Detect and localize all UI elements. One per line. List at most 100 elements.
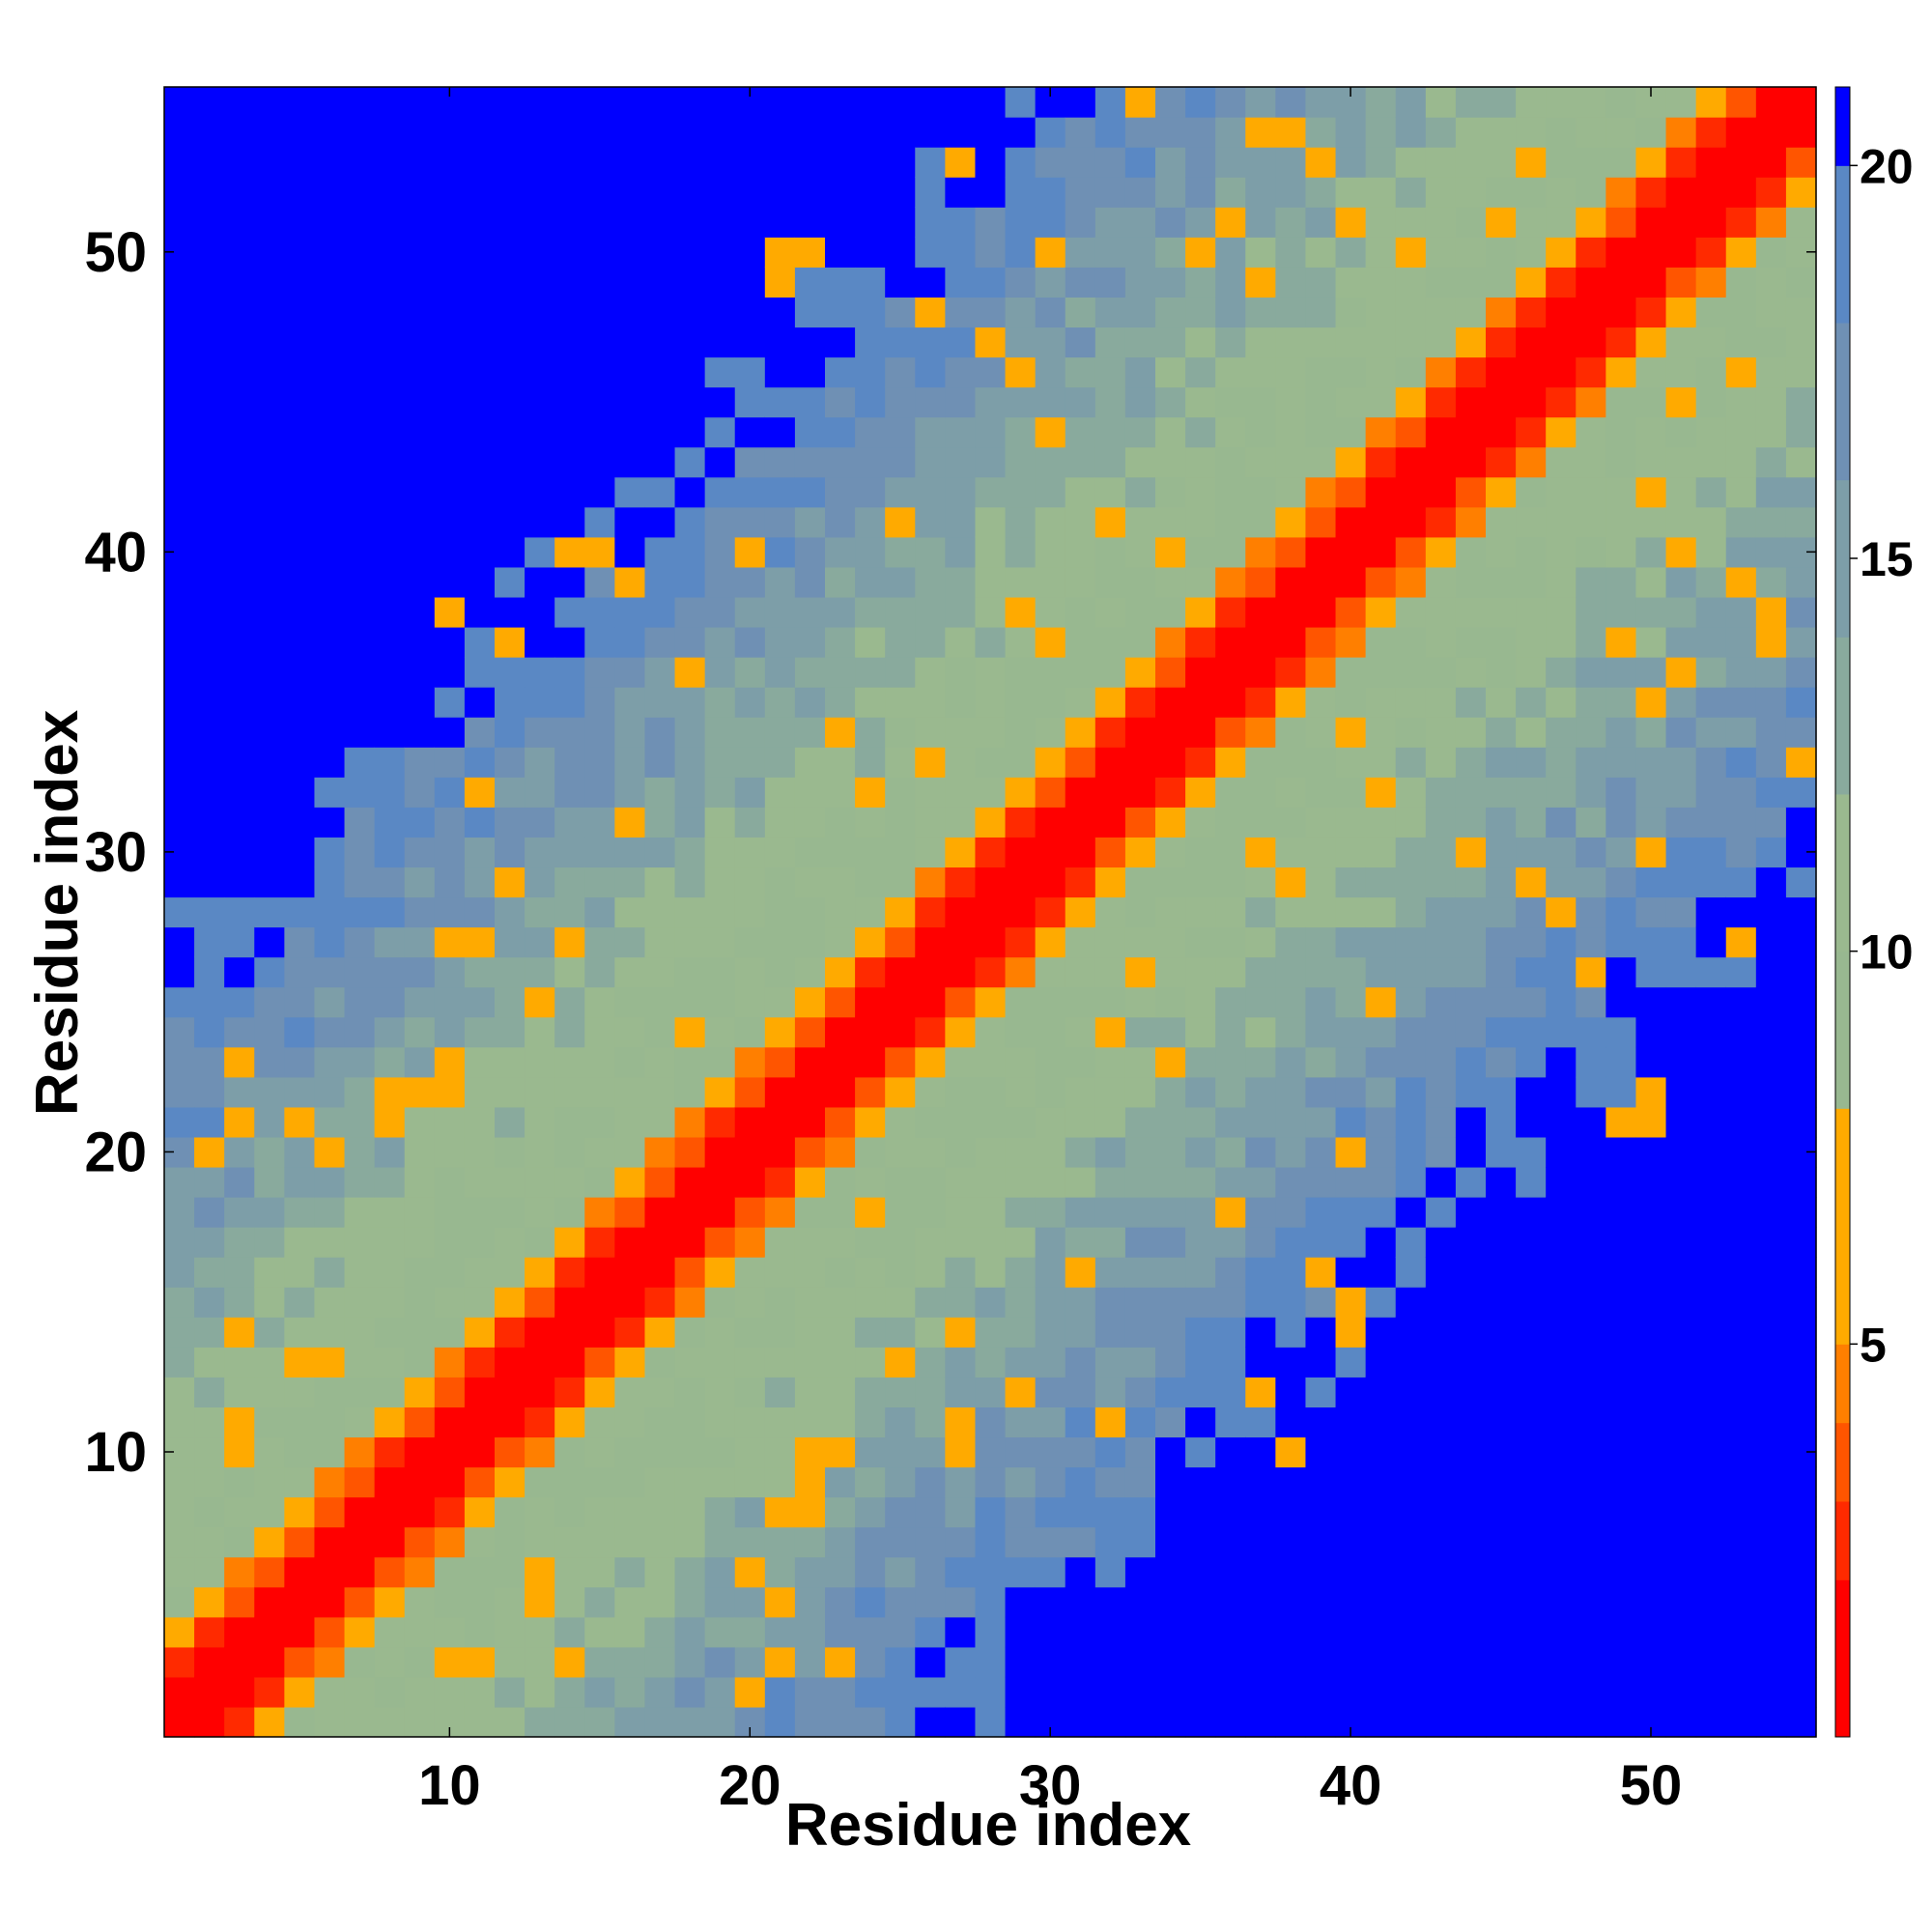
heatmap-cell bbox=[1695, 1046, 1727, 1078]
heatmap-cell bbox=[1245, 356, 1276, 388]
heatmap-cell bbox=[1365, 237, 1397, 268]
heatmap-cell bbox=[554, 1197, 585, 1228]
heatmap-cell bbox=[1455, 986, 1487, 1018]
heatmap-cell bbox=[554, 87, 585, 118]
heatmap-cell bbox=[1155, 1646, 1186, 1678]
heatmap-cell bbox=[885, 896, 916, 928]
heatmap-cell bbox=[1516, 687, 1547, 718]
heatmap-cell bbox=[1605, 446, 1637, 478]
heatmap-cell bbox=[1185, 1016, 1216, 1048]
heatmap-cell bbox=[674, 1377, 706, 1407]
heatmap-cell bbox=[764, 1496, 796, 1528]
heatmap-cell bbox=[1395, 1436, 1427, 1468]
heatmap-cell bbox=[1725, 1556, 1757, 1588]
heatmap-cell bbox=[704, 386, 736, 418]
heatmap-cell bbox=[164, 626, 195, 658]
heatmap-cell bbox=[1486, 1106, 1517, 1138]
heatmap-cell bbox=[1185, 1406, 1216, 1438]
heatmap-cell bbox=[1635, 717, 1667, 748]
heatmap-cell bbox=[1094, 147, 1126, 178]
heatmap-cell bbox=[1124, 1406, 1156, 1438]
heatmap-cell bbox=[1305, 476, 1337, 508]
heatmap-cell bbox=[1275, 687, 1307, 718]
heatmap-cell bbox=[1065, 1436, 1096, 1468]
heatmap-cell bbox=[314, 506, 346, 538]
heatmap-cell bbox=[404, 87, 436, 118]
heatmap-cell bbox=[404, 177, 436, 208]
heatmap-cell bbox=[734, 1016, 766, 1048]
heatmap-cell bbox=[734, 687, 766, 718]
heatmap-cell bbox=[1245, 717, 1276, 748]
heatmap-cell bbox=[1215, 807, 1246, 838]
colorbar-segment bbox=[1835, 1344, 1850, 1424]
heatmap-cell bbox=[194, 1436, 225, 1468]
heatmap-cell bbox=[1455, 837, 1487, 868]
heatmap-cell bbox=[1215, 1526, 1246, 1558]
heatmap-cell bbox=[1065, 1046, 1096, 1078]
heatmap-cell bbox=[1215, 596, 1246, 628]
heatmap-cell bbox=[404, 1287, 436, 1318]
heatmap-cell bbox=[1365, 207, 1397, 238]
heatmap-cell bbox=[1516, 1436, 1547, 1468]
heatmap-cell bbox=[1605, 1646, 1637, 1678]
heatmap-cell bbox=[1005, 1586, 1037, 1618]
heatmap-cell bbox=[1695, 1496, 1727, 1528]
heatmap-cell bbox=[224, 1136, 255, 1168]
heatmap-cell bbox=[1155, 117, 1186, 148]
heatmap-cell bbox=[254, 1436, 285, 1468]
heatmap-cell bbox=[584, 327, 615, 358]
heatmap-cell bbox=[1755, 1287, 1787, 1318]
heatmap-cell bbox=[1635, 1436, 1667, 1468]
heatmap-cell bbox=[164, 1406, 195, 1438]
heatmap-cell bbox=[794, 1166, 826, 1198]
heatmap-cell bbox=[554, 986, 585, 1018]
heatmap-cell bbox=[1245, 297, 1276, 328]
heatmap-cell bbox=[1725, 1436, 1757, 1468]
heatmap-cell bbox=[1335, 327, 1367, 358]
heatmap-cell bbox=[404, 237, 436, 268]
heatmap-cell bbox=[915, 1496, 946, 1528]
heatmap-cell bbox=[704, 1257, 736, 1288]
heatmap-cell bbox=[614, 356, 646, 388]
heatmap-cell bbox=[314, 177, 346, 208]
heatmap-cell bbox=[1725, 867, 1757, 898]
heatmap-cell bbox=[314, 327, 346, 358]
heatmap-cell bbox=[945, 1046, 977, 1078]
heatmap-cell bbox=[644, 896, 676, 928]
heatmap-cell bbox=[554, 1076, 585, 1108]
heatmap-cell bbox=[794, 687, 826, 718]
heatmap-cell bbox=[1005, 837, 1037, 868]
heatmap-cell bbox=[224, 1616, 255, 1648]
heatmap-cell bbox=[1094, 1257, 1126, 1288]
heatmap-cell bbox=[344, 1227, 376, 1258]
heatmap-cell bbox=[1605, 926, 1637, 958]
heatmap-cell bbox=[1755, 986, 1787, 1018]
heatmap-cell bbox=[1124, 1646, 1156, 1678]
heatmap-cell bbox=[704, 1377, 736, 1407]
heatmap-cell bbox=[1455, 1257, 1487, 1288]
heatmap-cell bbox=[1215, 327, 1246, 358]
heatmap-cell bbox=[1005, 956, 1037, 988]
heatmap-cell bbox=[1516, 777, 1547, 808]
heatmap-cell bbox=[254, 687, 285, 718]
heatmap-cell bbox=[1516, 1586, 1547, 1618]
heatmap-cell bbox=[1546, 1436, 1577, 1468]
heatmap-cell bbox=[825, 117, 856, 148]
heatmap-cell bbox=[1576, 1076, 1606, 1108]
heatmap-cell bbox=[525, 896, 555, 928]
heatmap-cell bbox=[1395, 1227, 1427, 1258]
heatmap-cell bbox=[1185, 297, 1216, 328]
heatmap-cell bbox=[1785, 1106, 1817, 1138]
heatmap-cell bbox=[1305, 717, 1337, 748]
heatmap-cell bbox=[644, 777, 676, 808]
heatmap-cell bbox=[1215, 1046, 1246, 1078]
heatmap-cell bbox=[1395, 717, 1427, 748]
heatmap-cell bbox=[584, 446, 615, 478]
heatmap-cell bbox=[1635, 536, 1667, 568]
heatmap-cell bbox=[284, 717, 316, 748]
heatmap-cell bbox=[1665, 536, 1697, 568]
heatmap-cell bbox=[1275, 1257, 1307, 1288]
heatmap-cell bbox=[314, 1556, 346, 1588]
heatmap-cell bbox=[554, 1586, 585, 1618]
heatmap-cell bbox=[1695, 117, 1727, 148]
